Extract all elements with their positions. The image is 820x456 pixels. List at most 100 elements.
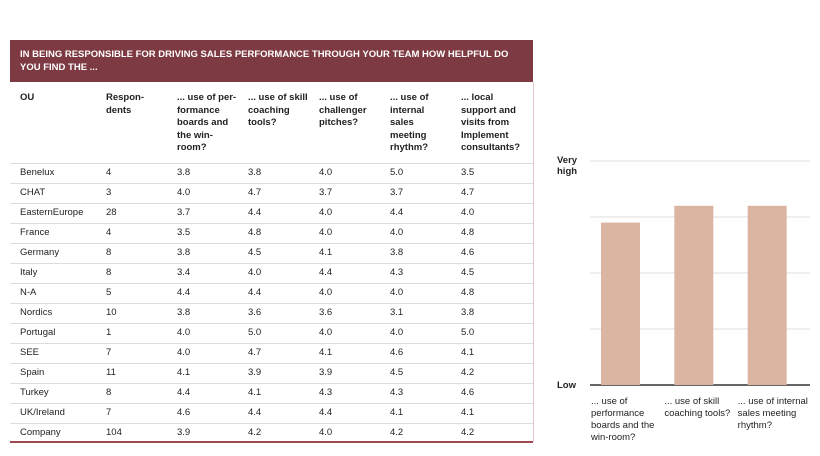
table-cell: 4.1 <box>319 247 333 258</box>
table-cell: 3.6 <box>319 307 333 318</box>
table-cell: 4.4 <box>248 207 262 218</box>
table-cell: 4.0 <box>461 207 475 218</box>
table-cell: France <box>20 227 50 238</box>
table-cell: 4.1 <box>248 387 262 398</box>
column-header: ... local support and visits from Implem… <box>461 92 521 153</box>
row-divider <box>10 323 533 324</box>
row-divider <box>10 303 533 304</box>
table-cell: 4.2 <box>390 427 404 438</box>
table-cell: 4.1 <box>461 407 475 418</box>
table-cell: Spain <box>20 367 45 378</box>
table-cell: 4.0 <box>248 267 262 278</box>
table-cell: 4.0 <box>319 167 333 178</box>
table-cell: 4.0 <box>319 427 333 438</box>
column-header: ... use of challenger pitches? <box>319 92 367 128</box>
table-cell: 3.9 <box>319 367 333 378</box>
bar <box>747 205 787 385</box>
table-cell: 10 <box>106 307 117 318</box>
column-header: OU <box>20 92 35 103</box>
table-title: IN BEING RESPONSIBLE FOR DRIVING SALES P… <box>20 49 509 73</box>
table-cell: 4.0 <box>319 227 333 238</box>
table-cell: 4 <box>106 227 112 238</box>
row-divider <box>10 283 533 284</box>
table-cell: 4.4 <box>248 287 262 298</box>
table-cell: 3.7 <box>319 187 333 198</box>
column-header: ... use of internal sales meeting rhythm… <box>390 92 429 153</box>
table-cell: 5.0 <box>390 167 404 178</box>
table-cell: 3.5 <box>177 227 191 238</box>
table-cell: 4.0 <box>319 287 333 298</box>
table-cell: 4.7 <box>248 187 262 198</box>
bar <box>601 222 640 385</box>
table-cell: Germany <box>20 247 60 258</box>
table-cell: 4.1 <box>390 407 404 418</box>
table-cell: 8 <box>106 267 112 278</box>
row-divider <box>10 423 533 424</box>
table-cell: 3.9 <box>177 427 191 438</box>
y-tick-label: Low <box>557 380 576 391</box>
table-cell: 4.6 <box>390 347 404 358</box>
row-divider <box>10 363 533 364</box>
table-cell: Italy <box>20 267 38 278</box>
row-divider <box>10 183 533 184</box>
table-cell: 4.3 <box>390 267 404 278</box>
table-cell: 4.2 <box>461 427 475 438</box>
table-cell: N-A <box>20 287 37 298</box>
table-cell: 3 <box>106 187 112 198</box>
y-tick-label: Very high <box>557 155 578 177</box>
table-cell: 3.6 <box>248 307 262 318</box>
column-header: ... use of skill coaching tools? <box>248 92 308 128</box>
table-cell: 8 <box>106 247 112 258</box>
table-cell: 104 <box>106 427 122 438</box>
table-cell: 4.7 <box>248 347 262 358</box>
table-cell: Nordics <box>20 307 53 318</box>
table-cell: 3.8 <box>177 307 191 318</box>
table-cell: 3.8 <box>177 167 191 178</box>
table-cell: 4.7 <box>461 187 475 198</box>
table-cell: 4.1 <box>319 347 333 358</box>
table-cell: 7 <box>106 347 112 358</box>
table-cell: 4.2 <box>248 427 262 438</box>
table-header-band: IN BEING RESPONSIBLE FOR DRIVING SALES P… <box>10 40 533 82</box>
table-cell: SEE <box>20 347 40 358</box>
row-divider <box>10 243 533 244</box>
table-cell: 4.3 <box>390 387 404 398</box>
table-cell: 4.5 <box>390 367 404 378</box>
table-cell: Turkey <box>20 387 49 398</box>
table-cell: 4.5 <box>248 247 262 258</box>
row-divider <box>10 163 533 164</box>
table-cell: 4.6 <box>461 387 475 398</box>
table-cell: 4.6 <box>177 407 191 418</box>
table-cell: 4.4 <box>248 407 262 418</box>
table-cell: 5.0 <box>248 327 262 338</box>
table-cell: 3.8 <box>461 307 475 318</box>
table-cell: 4.0 <box>319 327 333 338</box>
table-cell: 4.4 <box>390 207 404 218</box>
row-divider <box>10 263 533 264</box>
table-cell: 4.0 <box>177 347 191 358</box>
table-cell: 4.2 <box>461 367 475 378</box>
table-cell: 4.0 <box>390 327 404 338</box>
table-cell: 4.4 <box>177 387 191 398</box>
bar <box>674 205 714 385</box>
table-cell: 4 <box>106 167 112 178</box>
table-cell: 3.8 <box>248 167 262 178</box>
table-cell: 8 <box>106 387 112 398</box>
table-cell: 4.6 <box>461 247 475 258</box>
table-cell: 4.8 <box>248 227 262 238</box>
table-cell: UK/Ireland <box>20 407 65 418</box>
table-cell: 3.4 <box>177 267 191 278</box>
table-cell: 4.3 <box>319 387 333 398</box>
x-tick-label: ... use of internal sales meeting rhythm… <box>737 396 808 431</box>
table-cell: 4.0 <box>177 187 191 198</box>
table-cell: Company <box>20 427 61 438</box>
table-cell: 4.0 <box>319 207 333 218</box>
row-divider <box>10 343 533 344</box>
table-cell: 4.4 <box>319 267 333 278</box>
table-cell: Portugal <box>20 327 56 338</box>
table-cell: 4.8 <box>461 227 475 238</box>
table-cell: 4.0 <box>177 327 191 338</box>
column-header: ... use of per- formance boards and the … <box>177 92 237 153</box>
